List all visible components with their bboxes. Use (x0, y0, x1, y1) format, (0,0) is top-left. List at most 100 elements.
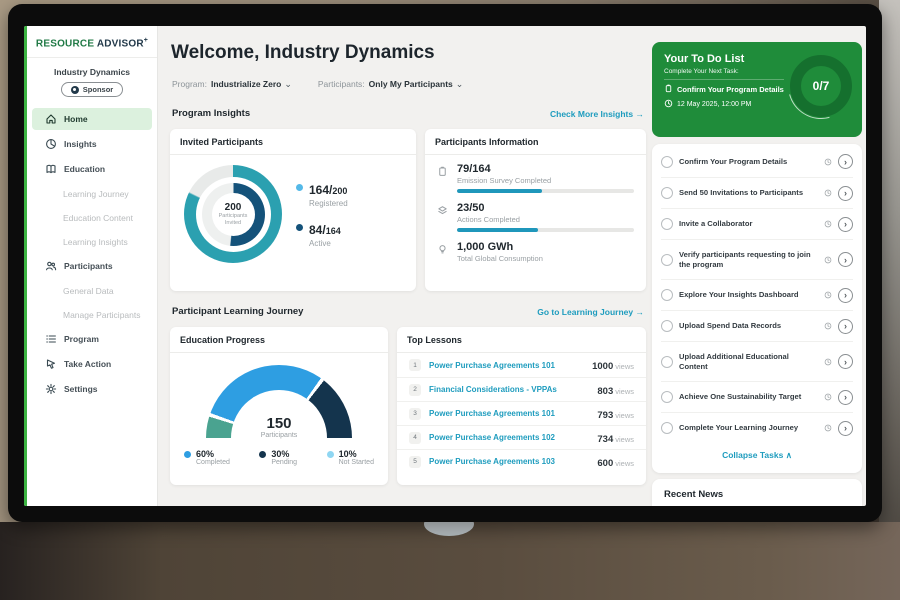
clock-icon (664, 99, 673, 110)
insights-cards-row: Invited Participants 200 Participants In… (170, 129, 646, 291)
task-checkbox[interactable] (661, 253, 673, 266)
filters-row: Program: Industrialize Zero ⌄ Participants… (172, 79, 463, 90)
todo-tasks-card: Confirm Your Program Details › Send 50 I… (652, 144, 862, 473)
task-row[interactable]: Achieve One Sustainability Target › (661, 381, 853, 412)
clipboard-icon (664, 84, 673, 95)
clock-icon (824, 419, 832, 437)
clock-icon (824, 286, 832, 304)
sidebar-item-insights[interactable]: Insights (32, 133, 152, 155)
go-to-learning-journey-link[interactable]: Go to Learning Journey → (537, 306, 644, 317)
lesson-link[interactable]: Power Purchase Agreements 102 (429, 433, 555, 442)
legend-pending: 30% Pending (259, 449, 297, 466)
chevron-up-icon: ∧ (785, 450, 792, 460)
clock-icon (824, 353, 832, 371)
not-started-dot (326, 451, 334, 458)
todo-summary-card: Your To Do List Complete Your Next Task:… (652, 42, 862, 137)
task-checkbox[interactable] (661, 218, 673, 230)
sponsor-icon (70, 85, 79, 94)
clock-icon (824, 184, 832, 202)
task-checkbox[interactable] (661, 422, 673, 434)
people-icon (45, 260, 57, 272)
todo-panel: Your To Do List Complete Your Next Task:… (652, 26, 862, 506)
sidebar-item-participants[interactable]: Participants (32, 255, 152, 277)
task-chevron-button[interactable]: › (838, 389, 853, 405)
learning-journey-header: Participant Learning Journey Go to Learn… (172, 306, 644, 317)
clock-icon (824, 251, 832, 269)
task-checkbox[interactable] (661, 320, 673, 332)
task-chevron-button[interactable]: › (838, 154, 853, 169)
lesson-link[interactable]: Power Purchase Agreements 103 (429, 457, 555, 466)
registered-dot (296, 183, 303, 191)
task-row[interactable]: Explore Your Insights Dashboard › (661, 279, 853, 310)
sidebar-item-education[interactable]: Education (32, 158, 152, 180)
task-chevron-button[interactable]: › (838, 287, 853, 303)
task-chevron-button[interactable]: › (838, 185, 853, 201)
sidebar-item-manage-participants[interactable]: Manage Participants (63, 309, 141, 320)
stat-emission-survey: 79/164 Emission Survey Completed (437, 163, 634, 193)
clock-icon (824, 317, 832, 335)
legend-active: 84/164 Active (296, 221, 348, 248)
sidebar-item-learning-journey[interactable]: Learning Journey (63, 188, 129, 199)
sidebar-item-education-content[interactable]: Education Content (63, 212, 133, 223)
page-title: Welcome, Industry Dynamics (171, 42, 435, 63)
participants-filter[interactable]: Participants: Only My Participants ⌄ (317, 79, 464, 89)
task-checkbox[interactable] (661, 155, 673, 168)
wall-right (879, 0, 900, 600)
collapse-tasks-link[interactable]: Collapse Tasks ∧ (722, 450, 792, 460)
task-checkbox[interactable] (661, 187, 673, 199)
due-date: 12 May 2025, 12:00 PM (664, 99, 784, 110)
task-chevron-button[interactable]: › (838, 318, 853, 334)
chevron-down-icon: ⌄ (284, 79, 292, 89)
sidebar-item-settings[interactable]: Settings (32, 378, 152, 400)
lesson-row: 5 Power Purchase Agreements 103 600 views (397, 449, 646, 473)
stat-actions-completed: 23/50 Actions Completed (437, 202, 634, 232)
rank-badge: 3 (409, 407, 421, 420)
task-row[interactable]: Send 50 Invitations to Participants › (661, 177, 853, 208)
task-row[interactable]: Complete Your Learning Journey › (661, 412, 853, 443)
education-gauge-chart: 150 Participants (206, 365, 352, 439)
task-row[interactable]: Upload Spend Data Records › (661, 310, 853, 341)
sidebar-item-home[interactable]: Home (32, 108, 152, 131)
task-row[interactable]: Upload Additional Educational Content › (661, 341, 853, 381)
task-chevron-button[interactable]: › (838, 216, 853, 232)
lesson-row: 1 Power Purchase Agreements 101 1000 view… (397, 353, 646, 377)
clock-icon (824, 388, 832, 406)
todo-progress-ring: 0/7 (790, 55, 852, 117)
clipboard-icon (437, 163, 449, 193)
learning-cards-row: Education Progress 150 Participants (170, 327, 646, 485)
program-filter[interactable]: Program: Industrialize Zero ⌄ (172, 79, 292, 89)
active-dot (296, 223, 303, 231)
dashboard-screen: RESOURCE ADVISOR+ Industry Dynamics Spon… (24, 26, 866, 506)
education-progress-card: Education Progress 150 Participants (170, 327, 388, 485)
legend-not-started: 10% Not Started (326, 449, 374, 466)
task-row[interactable]: Verify participants requesting to join t… (661, 239, 853, 279)
sidebar-item-program[interactable]: Program (32, 328, 152, 350)
lesson-link[interactable]: Power Purchase Agreements 101 (429, 409, 555, 418)
sidebar-item-learning-insights[interactable]: Learning Insights (63, 236, 128, 247)
task-checkbox[interactable] (661, 391, 673, 403)
legend-registered: 164/200 Registered (296, 181, 348, 208)
chevron-down-icon: ⌄ (455, 79, 464, 89)
sidebar: RESOURCE ADVISOR+ Industry Dynamics Spon… (27, 26, 158, 506)
lesson-link[interactable]: Financial Considerations - VPPAs (429, 385, 557, 394)
task-checkbox[interactable] (661, 289, 673, 301)
task-chevron-button[interactable]: › (838, 420, 853, 436)
task-row[interactable]: Confirm Your Program Details › (661, 146, 853, 177)
brand-accent-line (24, 26, 27, 506)
org-name: Industry Dynamics (53, 67, 131, 78)
sidebar-item-take-action[interactable]: Take Action (32, 353, 152, 375)
lesson-link[interactable]: Power Purchase Agreements 101 (429, 360, 555, 370)
recent-news-card: Recent News (652, 479, 862, 506)
check-more-insights-link[interactable]: Check More Insights → (549, 108, 644, 119)
rank-badge: 5 (409, 455, 421, 468)
top-lessons-card: Top Lessons 1 Power Purchase Agreements … (397, 327, 646, 485)
task-checkbox[interactable] (661, 355, 673, 368)
sidebar-item-general-data[interactable]: General Data (63, 285, 114, 296)
task-chevron-button[interactable]: › (838, 354, 853, 369)
actions-progress-bar (457, 228, 634, 232)
lesson-row: 2 Financial Considerations - VPPAs 803 vi… (397, 377, 646, 401)
task-row[interactable]: Invite a Collaborator › (661, 208, 853, 239)
legend-completed: 60% Completed (184, 449, 230, 466)
task-chevron-button[interactable]: › (838, 252, 853, 267)
pending-dot (259, 451, 267, 458)
